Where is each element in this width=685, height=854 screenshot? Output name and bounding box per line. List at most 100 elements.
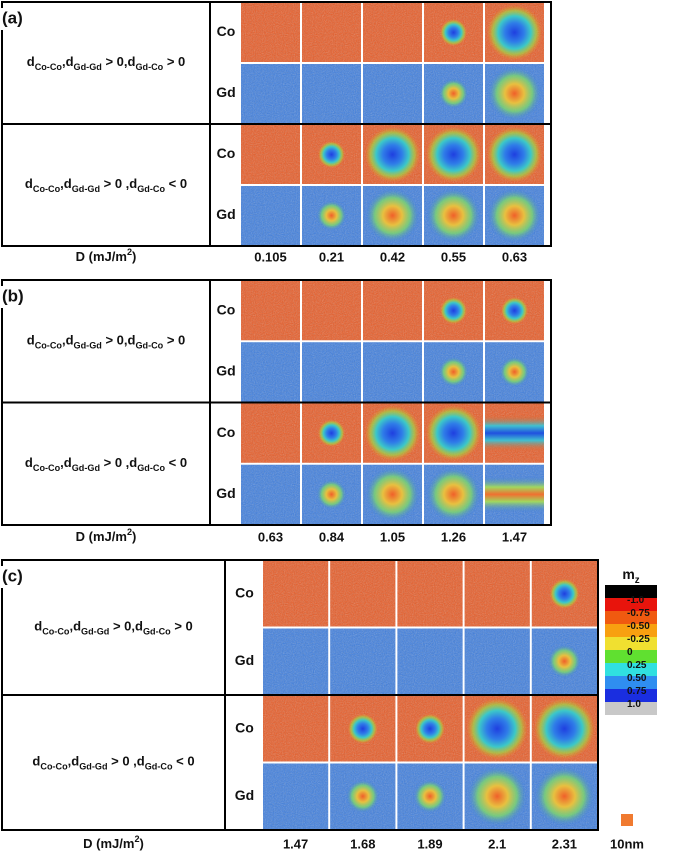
d-value: 0.55 xyxy=(441,249,466,264)
text-run: d xyxy=(25,455,33,470)
simulation-tile xyxy=(263,763,329,829)
skyrmion xyxy=(487,188,542,243)
text-run: > 0 ,d xyxy=(100,455,137,470)
simulation-tile xyxy=(363,186,422,245)
d-value: 0.84 xyxy=(319,529,345,544)
tile-texture xyxy=(302,3,361,62)
simulation-tile xyxy=(241,464,300,524)
tile-texture xyxy=(302,281,361,341)
text-run: < 0 xyxy=(165,455,187,470)
skyrmion xyxy=(426,188,481,243)
text-run: ,d xyxy=(62,333,74,348)
condition-label: dCo-Co,dGd-Gd > 0 ,dGd-Co < 0 xyxy=(32,754,194,772)
layer-label: Gd xyxy=(216,84,235,100)
panel-label: (a) xyxy=(2,8,23,27)
scale-label: 10nm xyxy=(610,836,644,851)
colorbar-swatch xyxy=(605,676,657,689)
tile-texture xyxy=(263,763,329,829)
simulation-tile xyxy=(424,464,483,524)
colorbar-label: -0.25 xyxy=(627,634,650,645)
colorbar-label: 1.0 xyxy=(627,699,641,710)
skyrmion xyxy=(440,19,467,46)
colorbar-swatch xyxy=(605,585,657,598)
subscript: Gd-Co xyxy=(137,184,165,194)
simulation-tile xyxy=(485,464,544,524)
d-value: 0.63 xyxy=(258,529,283,544)
simulation-tile xyxy=(302,125,361,184)
subscript: Gd-Gd xyxy=(74,341,102,351)
simulation-tile xyxy=(424,281,483,341)
tile-texture xyxy=(363,3,422,62)
skyrmion xyxy=(413,779,447,814)
skyrmion xyxy=(345,779,380,814)
simulation-tile xyxy=(241,186,300,245)
text-run: > 0 xyxy=(163,54,185,69)
skyrmion xyxy=(487,5,542,60)
colorbar-label: 0.75 xyxy=(627,686,647,697)
colorbar-swatch xyxy=(605,637,657,650)
simulation-tile xyxy=(531,628,597,694)
skyrmion xyxy=(487,127,542,182)
simulation-tile xyxy=(531,696,597,762)
skyrmion xyxy=(318,419,345,447)
d-value: 1.68 xyxy=(350,836,375,851)
stripe-domain xyxy=(485,476,544,513)
tile-texture xyxy=(302,342,361,402)
tile-texture xyxy=(330,628,396,694)
skyrmion xyxy=(438,78,469,109)
tile-texture xyxy=(241,64,300,123)
simulation-tile xyxy=(464,628,530,694)
text-run: m xyxy=(622,566,634,582)
tile-texture xyxy=(263,696,329,762)
colorbar-swatch xyxy=(605,650,657,663)
tile-texture xyxy=(397,561,463,627)
layer-label: Gd xyxy=(216,206,235,222)
scale-square xyxy=(621,814,633,826)
skyrmion xyxy=(487,66,542,121)
simulation-tile xyxy=(424,342,483,402)
subscript: Co-Co xyxy=(33,463,61,473)
d-value: 1.05 xyxy=(380,529,405,544)
simulation-tile xyxy=(263,696,329,762)
skyrmion xyxy=(499,356,530,388)
tile-texture xyxy=(241,464,300,524)
colorbar-label: -1.0 xyxy=(627,595,645,606)
colorbar-swatch xyxy=(605,689,657,702)
colorbar-label: 0 xyxy=(627,647,633,658)
simulation-tile xyxy=(424,64,483,123)
subscript: Gd-Co xyxy=(143,627,171,637)
simulation-tile xyxy=(363,64,422,123)
text-run: > 0,d xyxy=(109,619,143,634)
simulation-tile xyxy=(485,281,544,341)
subscript: Co-Co xyxy=(40,762,68,772)
text-run: ) xyxy=(140,836,144,851)
tile-texture xyxy=(241,3,300,62)
skyrmion xyxy=(316,200,347,231)
simulation-tile xyxy=(363,464,422,524)
tile-texture xyxy=(263,628,329,694)
skyrmion xyxy=(364,466,421,522)
superscript: 2 xyxy=(127,247,132,257)
text-run: d xyxy=(25,176,33,191)
tile-texture xyxy=(241,125,300,184)
text-run: > 0 ,d xyxy=(108,754,145,769)
skyrmion xyxy=(365,188,420,243)
panel-label: (b) xyxy=(2,286,24,305)
d-value: 2.31 xyxy=(552,836,577,851)
text-run: d xyxy=(27,333,35,348)
simulation-tile xyxy=(241,125,300,184)
axis-label: D (mJ/m2) xyxy=(76,247,137,264)
simulation-tile xyxy=(363,342,422,402)
subscript: Co-Co xyxy=(35,62,63,72)
label-backdrop xyxy=(0,566,22,588)
subscript: Gd-Gd xyxy=(81,627,109,637)
tile-texture xyxy=(241,342,300,402)
subscript: Co-Co xyxy=(35,341,63,351)
tile-texture xyxy=(464,628,530,694)
simulation-tile xyxy=(302,403,361,463)
tile-texture xyxy=(363,281,422,341)
label-backdrop xyxy=(0,286,22,308)
skyrmion xyxy=(347,713,378,744)
simulation-tile xyxy=(330,628,396,694)
subscript: Gd-Co xyxy=(137,463,165,473)
